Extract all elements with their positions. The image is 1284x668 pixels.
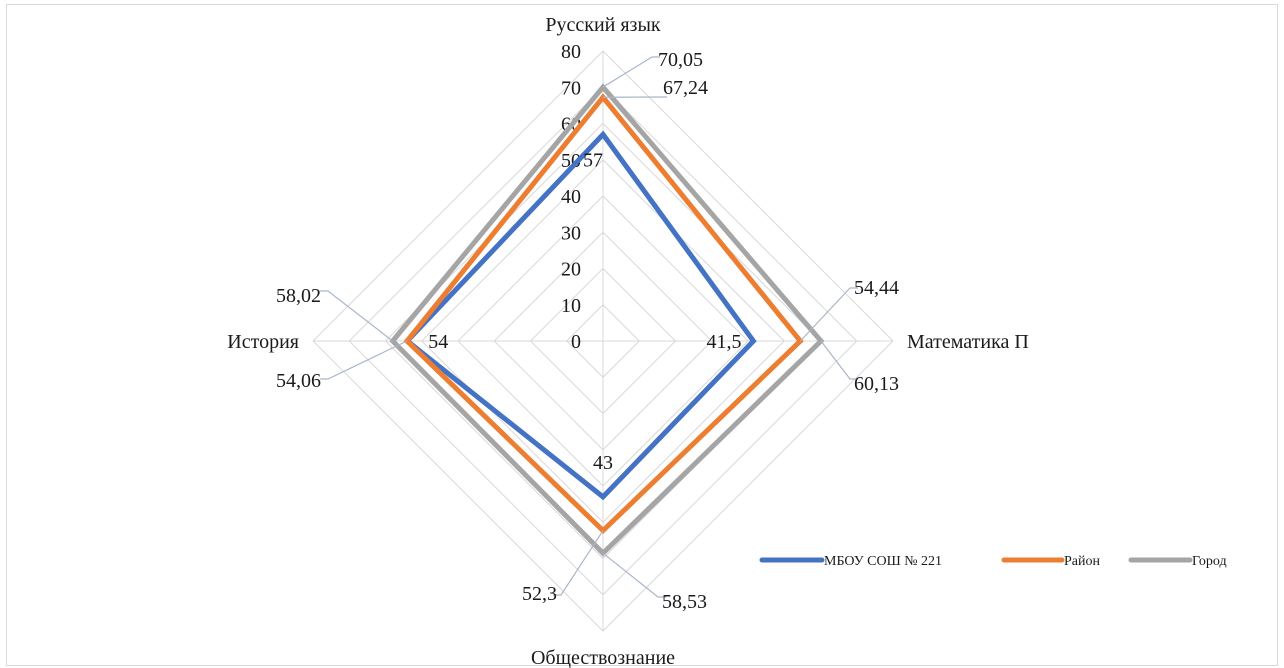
data-label: 54,06 <box>276 370 321 392</box>
data-label: 43 <box>593 452 613 474</box>
data-label: 52,3 <box>522 583 557 605</box>
grid-lines <box>312 50 894 632</box>
axis-tick-label: 30 <box>561 222 581 244</box>
data-label: 70,05 <box>658 49 703 71</box>
series-line <box>389 83 825 557</box>
leader-line <box>799 287 858 342</box>
legend-label: МБОУ СОШ № 221 <box>824 554 942 569</box>
category-label: История <box>227 331 299 353</box>
axis-tick-label: 80 <box>561 41 581 63</box>
leader-line <box>320 290 394 342</box>
legend-label: Город <box>1192 554 1227 569</box>
axis-tick-label: 20 <box>561 259 581 281</box>
data-label: 54,44 <box>854 277 899 299</box>
leader-line <box>820 340 858 380</box>
axis-tick-label: 0 <box>571 331 581 353</box>
leader-line <box>602 56 660 88</box>
legend: МБОУ СОШ № 221 Район Город <box>759 554 1227 569</box>
category-label: Обществознание <box>531 647 675 668</box>
series-line <box>403 130 757 501</box>
axis-tick-label: 10 <box>561 295 581 317</box>
data-label: 58,53 <box>662 591 707 613</box>
data-label: 60,13 <box>854 373 899 395</box>
category-label: Математика П <box>907 331 1029 353</box>
data-label: 57 <box>583 149 603 171</box>
data-label: 41,5 <box>706 331 741 353</box>
category-label: Русский язык <box>545 14 661 36</box>
data-label: 54 <box>428 331 448 353</box>
leader-line <box>553 530 604 596</box>
leader-line <box>320 340 408 380</box>
data-label: 67,24 <box>663 77 708 99</box>
axis-tick-label: 70 <box>561 77 581 99</box>
data-label: 58,02 <box>276 285 321 307</box>
axis-tick-label: 40 <box>561 186 581 208</box>
leader-line <box>602 552 666 598</box>
legend-label: Район <box>1064 554 1100 569</box>
